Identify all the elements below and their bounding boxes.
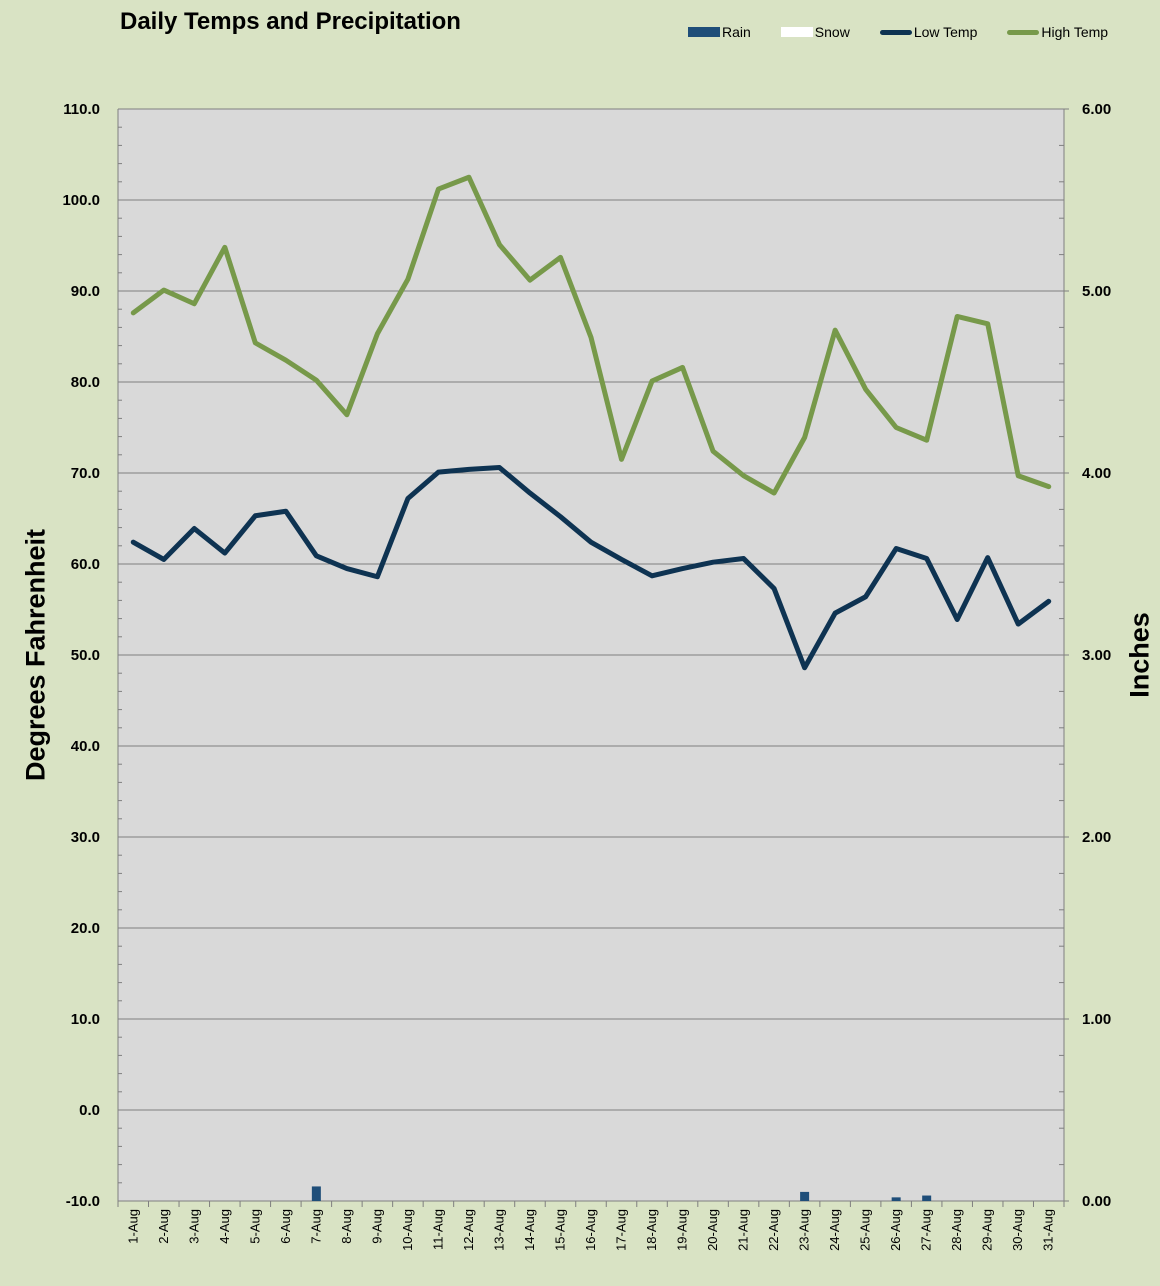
y-tick-label-left: 0.0	[79, 1102, 100, 1119]
x-tick-label: 25-Aug	[858, 1209, 873, 1251]
legend-item-high-temp: High Temp	[1007, 24, 1108, 40]
legend: Rain Snow Low Temp High Temp	[688, 20, 1108, 44]
legend-label-high-temp: High Temp	[1041, 24, 1109, 40]
x-tick-label: 16-Aug	[583, 1209, 598, 1251]
bar-rain	[311, 1186, 321, 1201]
y-tick-label-right: 5.00	[1082, 283, 1111, 300]
y-tick-label-left: 40.0	[71, 738, 100, 755]
y-tick-label-right: 4.00	[1082, 465, 1111, 482]
y-tick-label-left: 70.0	[71, 465, 100, 482]
y-tick-label-left: -10.0	[66, 1193, 100, 1210]
x-tick-label: 13-Aug	[491, 1209, 506, 1251]
x-tick-label: 2-Aug	[156, 1209, 171, 1244]
series-line-low-temp	[130, 465, 1052, 671]
x-tick-label: 22-Aug	[766, 1209, 781, 1251]
legend-item-low-temp: Low Temp	[879, 24, 978, 40]
x-tick-label: 18-Aug	[644, 1209, 659, 1251]
x-tick-label: 21-Aug	[736, 1209, 751, 1251]
x-tick-label: 23-Aug	[797, 1209, 812, 1251]
x-tick-label: 29-Aug	[980, 1209, 995, 1251]
bar-rain	[800, 1191, 810, 1201]
x-tick-label: 20-Aug	[705, 1209, 720, 1251]
y-tick-label-left: 90.0	[71, 283, 100, 300]
x-tick-label: 31-Aug	[1041, 1209, 1056, 1251]
y-tick-label-right: 3.00	[1082, 647, 1111, 664]
series-line-high-temp	[130, 174, 1052, 496]
x-tick-label: 5-Aug	[247, 1209, 262, 1244]
legend-swatch-low-temp	[879, 29, 912, 35]
bar-rain	[891, 1197, 901, 1201]
bar-rain	[922, 1195, 932, 1201]
y-tick-label-left: 100.0	[62, 192, 100, 209]
x-tick-label: 1-Aug	[125, 1209, 140, 1244]
x-tick-label: 26-Aug	[888, 1209, 903, 1251]
x-tick-label: 28-Aug	[949, 1209, 964, 1251]
legend-swatch-snow	[780, 27, 813, 37]
y-tick-label-left: 30.0	[71, 829, 100, 846]
y-tick-label-right: 1.00	[1082, 1011, 1111, 1028]
y-tick-label-left: 10.0	[71, 1011, 100, 1028]
legend-label-snow: Snow	[814, 24, 850, 40]
x-tick-label: 10-Aug	[400, 1209, 415, 1251]
legend-item-snow: Snow	[780, 24, 850, 40]
y-tick-label-left: 110.0	[63, 101, 100, 118]
x-tick-label: 6-Aug	[278, 1209, 293, 1244]
legend-label-low-temp: Low Temp	[913, 24, 978, 40]
chart-title: Daily Temps and Precipitation	[120, 8, 461, 35]
x-tick-label: 24-Aug	[827, 1209, 842, 1251]
x-tick-label: 7-Aug	[308, 1209, 323, 1244]
y-tick-label-left: 60.0	[71, 556, 100, 573]
y-tick-label-right: 2.00	[1082, 829, 1111, 846]
legend-swatch-rain	[688, 27, 720, 37]
x-tick-label: 9-Aug	[369, 1209, 384, 1244]
legend-item-rain: Rain	[688, 24, 751, 40]
x-tick-label: 14-Aug	[522, 1209, 537, 1251]
x-tick-label: 3-Aug	[186, 1209, 201, 1244]
legend-label-rain: Rain	[722, 24, 751, 40]
x-tick-label: 27-Aug	[919, 1209, 934, 1251]
y-tick-label-right: 0.00	[1082, 1193, 1111, 1210]
x-tick-label: 4-Aug	[217, 1209, 232, 1244]
x-tick-label: 11-Aug	[430, 1209, 445, 1250]
x-tick-label: 30-Aug	[1010, 1209, 1025, 1251]
x-tick-label: 15-Aug	[552, 1209, 567, 1251]
y-tick-label-left: 50.0	[71, 647, 100, 664]
y-tick-label-left: 80.0	[71, 374, 100, 391]
x-tick-label: 8-Aug	[339, 1209, 354, 1244]
y-tick-label-left: 20.0	[71, 920, 100, 937]
y-tick-label-right: 6.00	[1082, 101, 1111, 118]
x-tick-label: 19-Aug	[675, 1209, 690, 1251]
x-tick-label: 12-Aug	[461, 1209, 476, 1251]
x-tick-label: 17-Aug	[614, 1209, 629, 1251]
legend-swatch-high-temp	[1007, 29, 1040, 35]
